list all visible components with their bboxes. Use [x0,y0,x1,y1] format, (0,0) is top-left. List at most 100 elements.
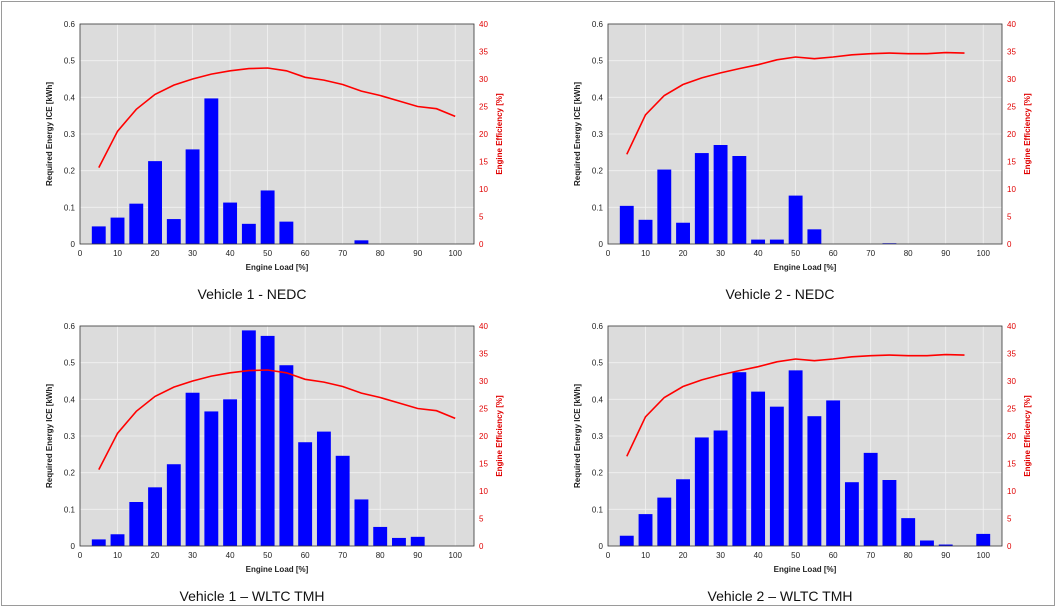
y-tick-label: 0.6 [592,20,604,29]
bar [901,518,916,546]
bar [204,411,219,546]
x-tick-label: 20 [679,551,688,560]
y2-tick-label: 10 [1007,487,1016,496]
x-tick-label: 60 [829,249,838,258]
bar [260,190,275,244]
bar [354,240,369,244]
bar [110,217,125,244]
chart-panel-1: 0 10 20 30 40 50 60 70 80 90 100 0 0.1 0.2 0.3 0.4 0.5 0.… [22,14,522,314]
y2-tick-label: 35 [479,350,488,359]
y-tick-label: 0.1 [592,505,604,514]
x-tick-label: 90 [413,551,422,560]
bar [844,482,859,546]
bar [882,480,897,546]
y-axis-label: Required Energy ICE [kWh] [573,82,582,186]
y2-tick-label: 20 [479,130,488,139]
bar [241,330,256,546]
chart-plot-2: 0 10 20 30 40 50 60 70 80 90 10000.10.20.30.40.50.… [573,20,1032,272]
efficiency-line [626,51,965,155]
y-axis-label: Required Energy ICE [kWh] [45,384,54,488]
bar [316,431,331,546]
x-tick-label: 0 [606,551,611,560]
x-axis-label: Engine Load [%] [246,263,309,272]
x-tick-label: 30 [188,551,197,560]
y2-axis-label: Engine Efficiency [%] [495,395,504,477]
x-tick-label: 60 [829,551,838,560]
y-axis-label: Required Energy ICE [kWh] [573,384,582,488]
y2-axis-label: Engine Efficiency [%] [1023,395,1032,477]
y2-tick-label: 30 [1007,75,1016,84]
bar [619,205,634,244]
bar-series [619,145,897,244]
y-tick-label: 0.5 [592,359,604,368]
bar [279,365,294,546]
y2-tick-label: 0 [1007,240,1012,249]
bar [148,161,162,244]
x-tick-label: 10 [641,249,650,258]
bar [241,223,256,244]
y-tick-label: 0.5 [64,57,76,66]
bar-series [619,370,991,546]
x-tick-label: 80 [904,551,913,560]
y-tick-label: 0.5 [64,359,76,368]
bar [676,479,690,546]
bar [732,156,747,244]
chart-plot-1: 0 10 20 30 40 50 60 70 80 90 10000.10.20.30.40.50.… [45,20,504,272]
x-tick-label: 50 [791,249,800,258]
y2-tick-label: 15 [479,158,488,167]
y-tick-label: 0.1 [64,505,76,514]
x-tick-label: 60 [301,551,310,560]
bar [638,514,653,546]
bar [129,502,144,546]
bar [694,153,709,244]
x-tick-label: 100 [977,551,991,560]
bar [676,222,690,244]
y2-tick-label: 25 [1007,103,1016,112]
y2-tick-label: 5 [479,515,484,524]
bar [938,544,953,546]
bar [769,406,784,546]
chart-plot-3: 0 10 20 30 40 50 60 70 80 90 10000.10.20.30.40.50.… [45,322,504,574]
y-tick-label: 0.2 [64,469,76,478]
y2-tick-label: 30 [1007,377,1016,386]
y-tick-label: 0.2 [64,167,76,176]
x-tick-label: 0 [606,249,611,258]
bar [166,219,181,244]
efficiency-line [98,67,456,168]
y2-tick-label: 0 [479,542,484,551]
plot-border [607,23,1003,245]
y-tick-label: 0.4 [64,93,76,102]
y2-tick-label: 10 [479,487,488,496]
bar [129,203,144,244]
y2-tick-label: 40 [479,322,488,331]
y-tick-label: 0.3 [592,130,604,139]
x-tick-label: 30 [716,551,725,560]
x-tick-label: 100 [449,249,463,258]
y2-tick-label: 20 [1007,432,1016,441]
bar [638,219,653,244]
x-tick-label: 70 [866,249,875,258]
bar [373,526,388,546]
y-tick-label: 0.1 [592,203,604,212]
plot-border [607,325,1003,547]
y2-tick-label: 20 [1007,130,1016,139]
bar [91,539,106,546]
bar [751,391,766,546]
y2-tick-label: 40 [1007,20,1016,29]
y-tick-label: 0.1 [64,203,76,212]
bar [732,372,747,546]
y2-tick-label: 35 [479,48,488,57]
x-tick-label: 70 [338,551,347,560]
bar [260,335,275,546]
x-axis-label: Engine Load [%] [246,565,309,574]
x-tick-label: 40 [754,249,763,258]
bar [788,370,803,546]
bar [185,392,200,546]
y2-axis-label: Engine Efficiency [%] [1023,93,1032,175]
y-tick-label: 0 [599,542,604,551]
x-tick-label: 30 [716,249,725,258]
y2-tick-label: 5 [1007,515,1012,524]
bar [298,442,313,546]
bar [657,169,672,244]
x-tick-label: 30 [188,249,197,258]
